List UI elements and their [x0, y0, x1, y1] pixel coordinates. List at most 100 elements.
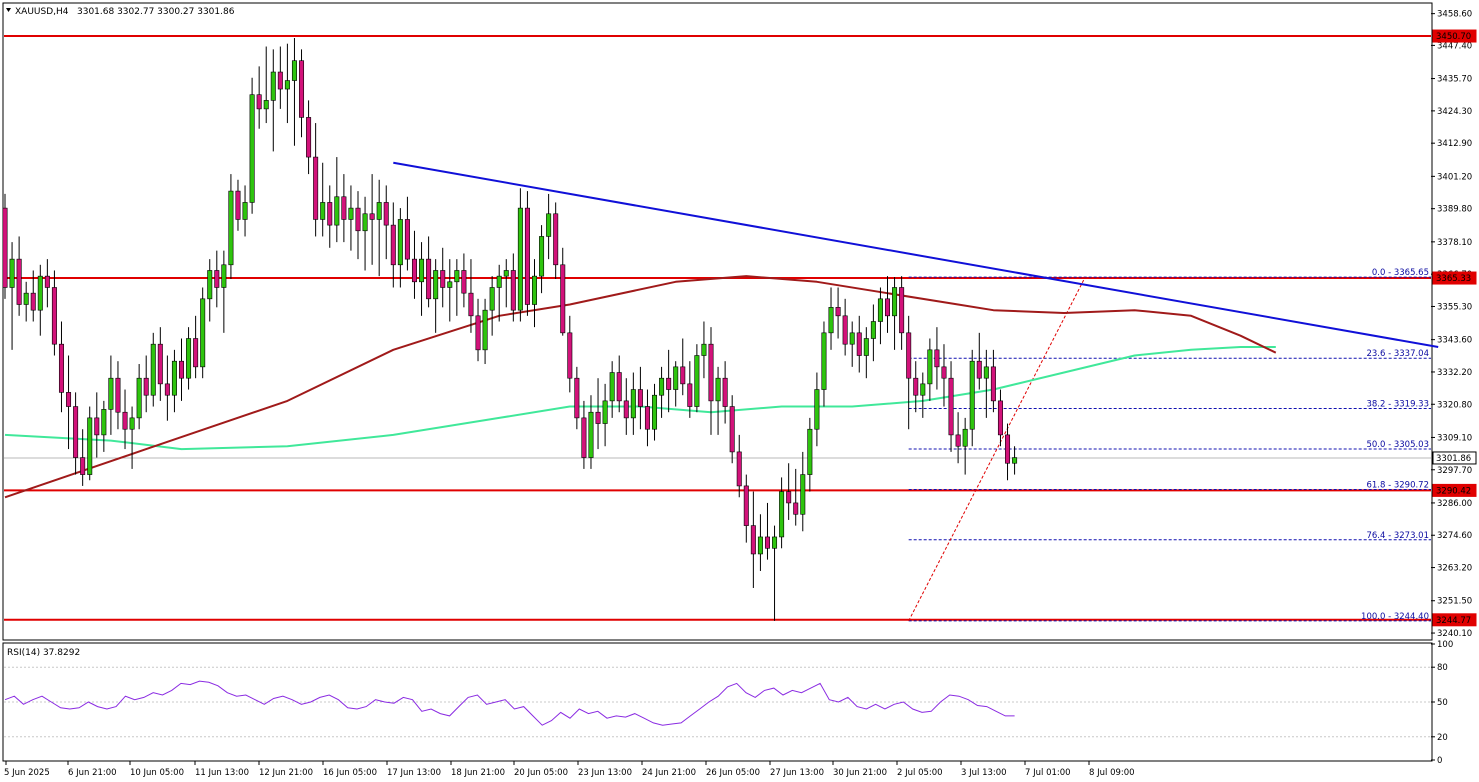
candle[interactable]: [835, 287, 841, 339]
candle[interactable]: [447, 259, 453, 322]
candle[interactable]: [1012, 446, 1018, 475]
candle[interactable]: [164, 355, 170, 421]
candle[interactable]: [510, 253, 516, 322]
candle[interactable]: [94, 392, 100, 458]
candle[interactable]: [397, 208, 403, 288]
candle[interactable]: [842, 298, 848, 356]
candle[interactable]: [743, 474, 749, 543]
candle[interactable]: [807, 417, 813, 492]
candle[interactable]: [581, 400, 587, 469]
candle[interactable]: [637, 366, 643, 430]
candle[interactable]: [419, 242, 425, 316]
candle[interactable]: [546, 193, 552, 260]
candle[interactable]: [193, 315, 199, 379]
candle[interactable]: [793, 468, 799, 526]
candle[interactable]: [376, 179, 382, 277]
candle[interactable]: [722, 361, 728, 424]
candle[interactable]: [390, 202, 396, 288]
candle[interactable]: [715, 366, 721, 435]
candle[interactable]: [30, 270, 36, 322]
candle[interactable]: [531, 259, 537, 328]
candle[interactable]: [913, 361, 919, 413]
candle[interactable]: [313, 123, 319, 237]
candle[interactable]: [157, 327, 163, 401]
candle[interactable]: [694, 344, 700, 413]
candle[interactable]: [856, 315, 862, 373]
candle[interactable]: [284, 43, 290, 124]
candle[interactable]: [652, 383, 658, 441]
candle[interactable]: [228, 174, 234, 279]
candle[interactable]: [129, 406, 135, 469]
candle[interactable]: [1005, 423, 1011, 481]
candle[interactable]: [659, 366, 665, 418]
candle[interactable]: [207, 259, 213, 322]
candle[interactable]: [320, 162, 326, 237]
candle[interactable]: [348, 185, 354, 251]
candle[interactable]: [997, 389, 1003, 447]
candle[interactable]: [51, 270, 57, 356]
candle[interactable]: [143, 355, 149, 413]
candle[interactable]: [920, 372, 926, 418]
candle[interactable]: [673, 361, 679, 407]
candle[interactable]: [863, 327, 869, 379]
candle[interactable]: [870, 304, 876, 362]
candle[interactable]: [772, 525, 778, 621]
candle[interactable]: [482, 298, 488, 365]
candle[interactable]: [609, 361, 615, 418]
candle[interactable]: [299, 49, 305, 138]
candle[interactable]: [616, 355, 622, 413]
candle[interactable]: [461, 253, 467, 308]
candle[interactable]: [270, 49, 276, 152]
candle[interactable]: [66, 355, 72, 450]
candle[interactable]: [567, 315, 573, 393]
candle[interactable]: [539, 225, 545, 294]
candle[interactable]: [249, 77, 255, 214]
candle[interactable]: [934, 327, 940, 390]
candle[interactable]: [786, 463, 792, 520]
candle[interactable]: [828, 287, 834, 350]
candle[interactable]: [200, 287, 206, 379]
candle[interactable]: [877, 287, 883, 345]
candle[interactable]: [602, 383, 608, 447]
candle[interactable]: [242, 185, 248, 237]
candle[interactable]: [37, 264, 43, 336]
candle[interactable]: [291, 38, 297, 146]
candle[interactable]: [16, 236, 22, 316]
candle[interactable]: [2, 193, 8, 299]
candle[interactable]: [821, 321, 827, 407]
candle[interactable]: [411, 230, 417, 299]
candle[interactable]: [468, 259, 474, 333]
candle[interactable]: [969, 349, 975, 447]
candle[interactable]: [214, 250, 220, 308]
candle[interactable]: [256, 66, 262, 129]
candle[interactable]: [708, 327, 714, 435]
candle[interactable]: [899, 276, 905, 350]
candle[interactable]: [221, 250, 227, 333]
candle[interactable]: [524, 191, 530, 316]
candle[interactable]: [680, 338, 686, 396]
candle[interactable]: [404, 196, 410, 271]
candle[interactable]: [150, 332, 156, 407]
candle[interactable]: [355, 191, 361, 260]
candle[interactable]: [764, 502, 770, 560]
candle[interactable]: [588, 395, 594, 469]
candle[interactable]: [426, 236, 432, 308]
candle[interactable]: [235, 179, 241, 231]
fib-swing-line[interactable]: [908, 276, 1086, 622]
candle[interactable]: [341, 174, 347, 243]
candle[interactable]: [962, 417, 968, 475]
candle[interactable]: [906, 315, 912, 430]
candle[interactable]: [750, 491, 756, 588]
candle[interactable]: [179, 338, 185, 401]
candle[interactable]: [23, 281, 29, 322]
candle[interactable]: [553, 202, 559, 279]
candle[interactable]: [73, 392, 79, 475]
candle[interactable]: [630, 372, 636, 435]
candle[interactable]: [362, 196, 368, 271]
candle[interactable]: [687, 361, 693, 418]
candle[interactable]: [595, 378, 601, 450]
candle[interactable]: [948, 361, 954, 452]
candle[interactable]: [334, 157, 340, 243]
candle[interactable]: [800, 451, 806, 532]
